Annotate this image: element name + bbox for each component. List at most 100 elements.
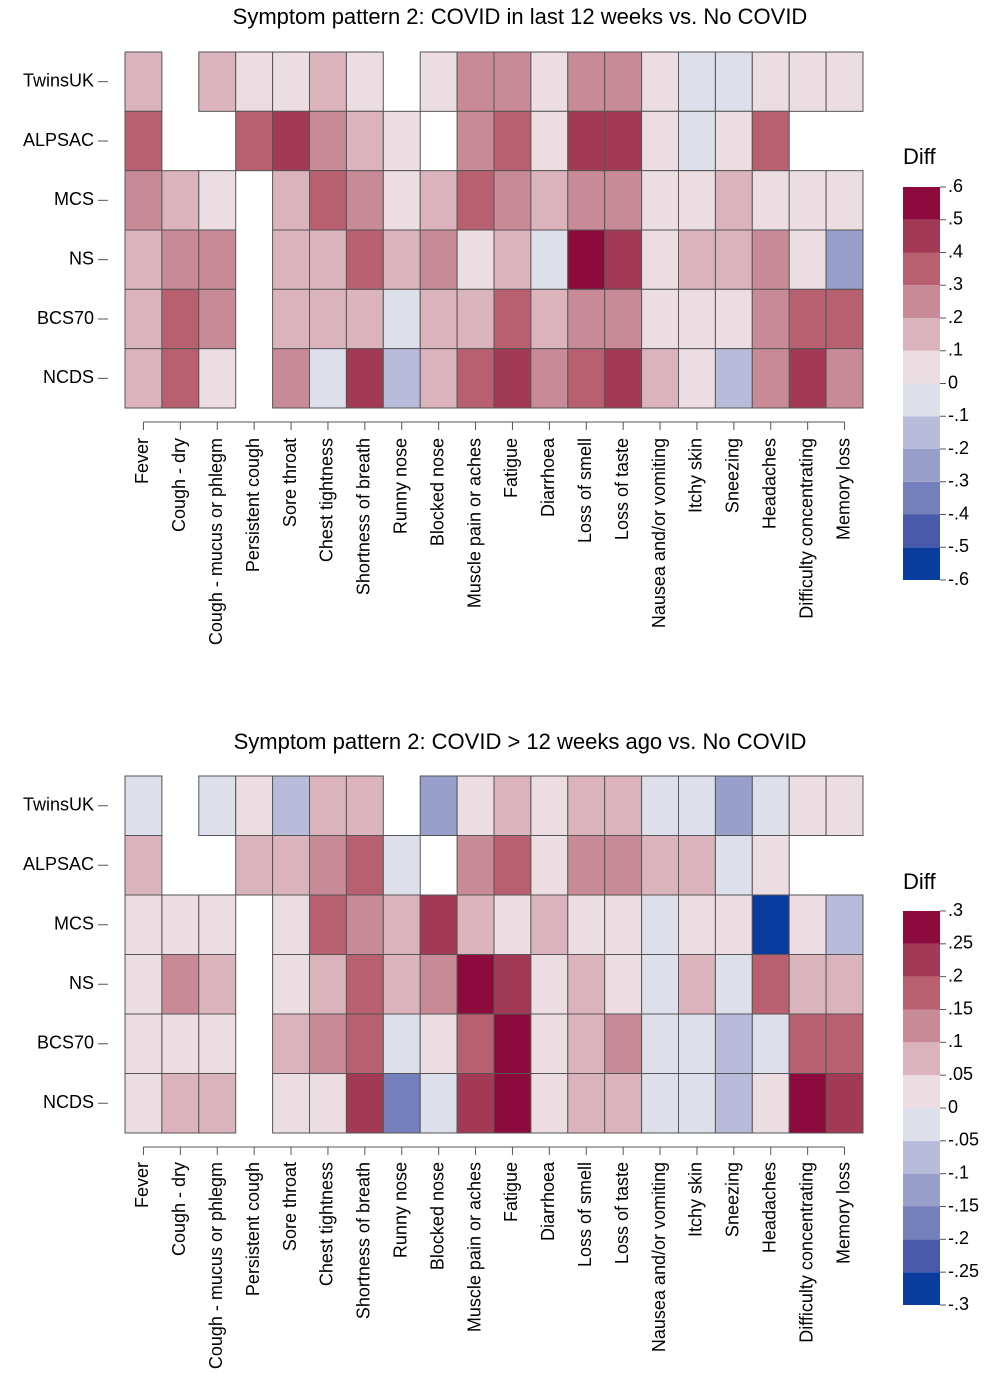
- heatmap-cell: [161, 288, 200, 350]
- x-tick-label: Difficulty concentrating: [796, 438, 816, 619]
- legend-tick-label: .15: [948, 998, 973, 1018]
- heatmap-cell: [567, 835, 606, 896]
- heatmap-cell: [493, 894, 532, 955]
- heatmap-cell: [198, 954, 237, 1015]
- legend-tick-label: -.2: [948, 438, 969, 458]
- x-tick-label: Headaches: [760, 1162, 780, 1253]
- heatmap-cell: [825, 170, 864, 231]
- legend-title: Diff: [903, 144, 936, 169]
- heatmap-cell: [641, 894, 679, 955]
- legend-swatch: [903, 1140, 940, 1174]
- heatmap-cell: [751, 288, 790, 350]
- heatmap-cell: [345, 954, 384, 1015]
- heatmap-cell: [345, 229, 384, 290]
- heatmap-cell: [530, 1013, 569, 1074]
- heatmap-cell: [641, 348, 679, 409]
- y-tick-label: ALPSAC: [23, 854, 94, 874]
- heatmap-cell: [493, 51, 532, 112]
- x-tick-label: Diarrhoea: [538, 1161, 558, 1241]
- heatmap-cell: [493, 288, 532, 350]
- heatmap-cell: [567, 954, 606, 1015]
- heatmap-cell: [678, 348, 716, 409]
- heatmap-cell: [272, 1073, 311, 1134]
- heatmap-cell: [678, 51, 716, 112]
- legend-tick-label: -.2: [948, 1228, 969, 1248]
- heatmap-cell: [161, 229, 200, 290]
- heatmap-cell: [124, 835, 163, 896]
- heatmap-cell: [641, 835, 679, 896]
- heatmap-cell: [456, 775, 495, 836]
- heatmap-cell: [456, 229, 495, 290]
- heatmap-cell: [124, 954, 163, 1015]
- heatmap-cell: [530, 835, 569, 896]
- heatmap-cell: [641, 170, 679, 231]
- y-tick-label: NS: [69, 973, 94, 993]
- legend-swatch: [903, 449, 940, 482]
- heatmap-cell: [788, 775, 827, 836]
- heatmap-cell: [825, 954, 864, 1015]
- heatmap-cell: [788, 348, 827, 409]
- legend-tick-label: 0: [948, 1097, 958, 1117]
- heatmap-cell: [604, 51, 643, 112]
- heatmap-cell: [456, 835, 495, 896]
- heatmap-cell: [345, 835, 384, 896]
- heatmap-cell: [419, 1073, 458, 1134]
- y-tick-label: NCDS: [43, 367, 94, 387]
- x-tick-label: Fatigue: [501, 438, 521, 498]
- heatmap-cell: [567, 288, 606, 350]
- heatmap-cell: [788, 229, 827, 290]
- heatmap-cell: [678, 170, 716, 231]
- x-tick-label: Nausea and/or vomiting: [649, 1162, 669, 1352]
- heatmap-cell: [641, 110, 679, 172]
- y-tick-label: MCS: [54, 914, 94, 934]
- heatmap-cell: [714, 835, 753, 896]
- heatmap-cell: [419, 288, 458, 350]
- heatmap-cell: [641, 1013, 679, 1074]
- heatmap-cell: [751, 1013, 790, 1074]
- heatmap-cell: [825, 288, 864, 350]
- heatmap-cell: [641, 51, 679, 112]
- heatmap-cell: [751, 835, 790, 896]
- x-tick-label: Runny nose: [391, 1162, 411, 1258]
- heatmap-cell: [272, 775, 311, 836]
- heatmap-cell: [419, 775, 458, 836]
- heatmap-cell: [751, 1073, 790, 1134]
- heatmap-cell: [456, 51, 495, 112]
- heatmap-cell: [604, 1073, 643, 1134]
- x-tick-label: Muscle pain or aches: [464, 438, 484, 608]
- heatmap-cell: [272, 894, 311, 955]
- heatmap-cell: [788, 51, 827, 112]
- heatmap-cell: [825, 894, 864, 955]
- x-tick-label: Loss of taste: [612, 438, 632, 540]
- legend-swatch: [903, 252, 940, 286]
- heatmap-cell: [530, 170, 569, 231]
- heatmap-cell: [493, 170, 532, 231]
- heatmap-cell: [309, 775, 347, 836]
- heatmap-cell: [309, 348, 347, 409]
- x-tick-label: Sneezing: [723, 1162, 743, 1237]
- heatmap-cell: [493, 1073, 532, 1134]
- x-tick-label: Fever: [132, 438, 152, 484]
- heatmap-cell: [382, 1073, 421, 1134]
- heatmap-cell: [530, 775, 569, 836]
- heatmap-cell: [124, 1013, 163, 1074]
- heatmap-cell: [530, 894, 569, 955]
- heatmap-cell: [567, 1073, 606, 1134]
- legend-swatch: [903, 1042, 940, 1076]
- legend-tick-label: -.05: [948, 1130, 979, 1150]
- chart-title: Symptom pattern 2: COVID > 12 weeks ago …: [234, 729, 807, 754]
- heatmap-cell: [124, 288, 163, 350]
- heatmap-cell: [382, 954, 421, 1015]
- legend-tick-label: .25: [948, 933, 973, 953]
- legend-tick-label: -.15: [948, 1195, 979, 1215]
- y-tick-label: TwinsUK: [23, 795, 94, 815]
- heatmap-cell: [382, 1013, 421, 1074]
- heatmap-cell: [493, 835, 532, 896]
- heatmap-cell: [678, 229, 716, 290]
- x-tick-label: Chest tightness: [317, 1162, 337, 1286]
- heatmap-cell: [567, 170, 606, 231]
- y-tick-label: ALPSAC: [23, 130, 94, 150]
- legend-swatch: [903, 1009, 940, 1043]
- heatmap-cell: [641, 288, 679, 350]
- heatmap-cell: [714, 954, 753, 1015]
